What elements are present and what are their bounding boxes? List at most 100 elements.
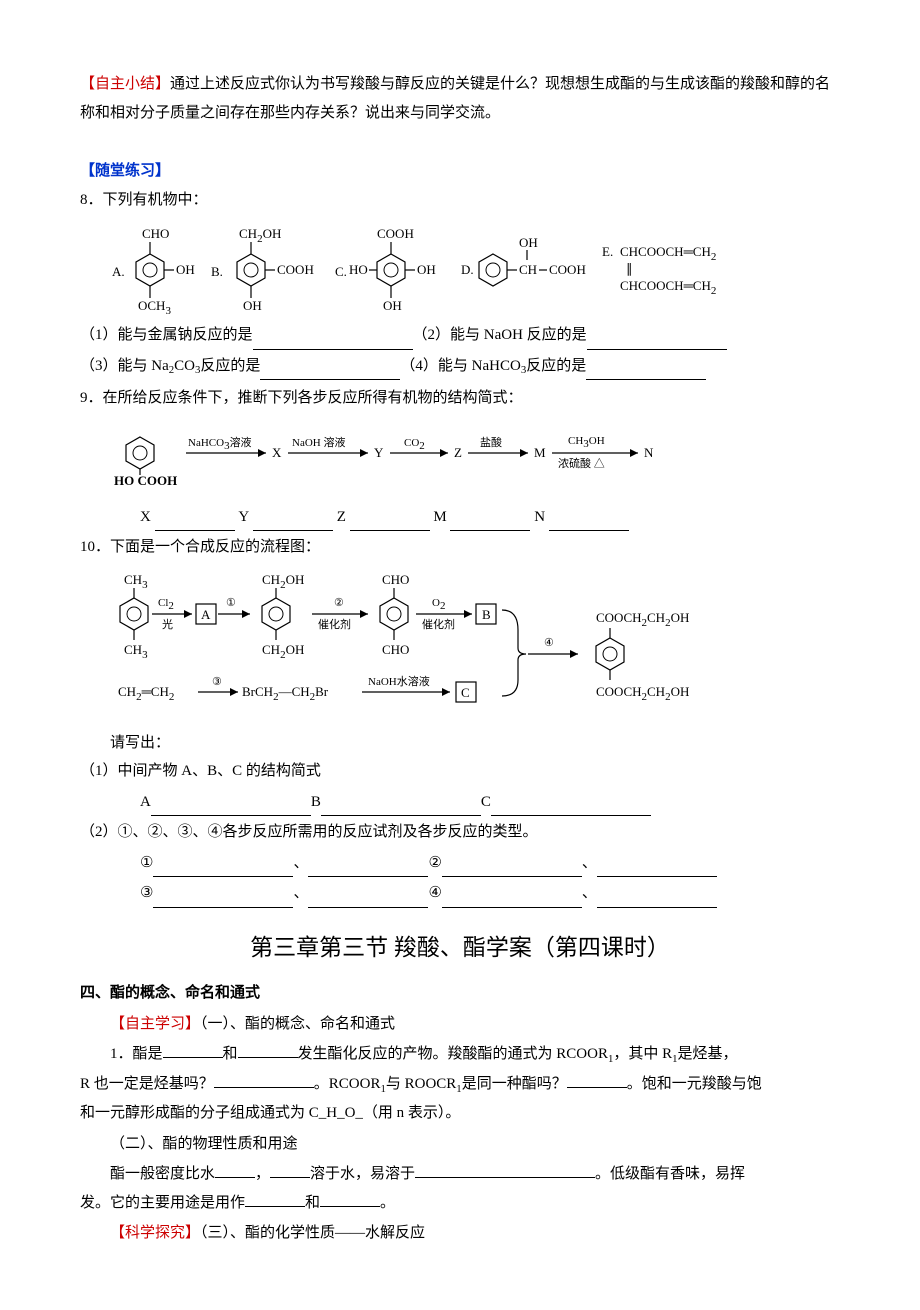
- t2b: 。RCOOR: [314, 1076, 381, 1092]
- svg-text:X: X: [272, 445, 282, 460]
- svg-text:COOH: COOH: [277, 262, 314, 277]
- sec4-phys-text: 酯一般密度比水，溶于水，易溶于。低级酯有香味，易挥: [80, 1160, 840, 1189]
- sci-label: 【科学探究】: [110, 1225, 200, 1241]
- q10-n4: ④: [428, 879, 441, 908]
- summary-label: 【自主小结】: [80, 76, 170, 92]
- svg-text:COOCH2CH2OH: COOCH2CH2OH: [596, 610, 689, 629]
- practice-title: 【随堂练习】: [80, 157, 840, 186]
- q8-p2ra: （4）能与 NaHCO: [400, 352, 520, 381]
- svg-text:B: B: [482, 607, 491, 622]
- q8-optB: CH2OH COOH OH B.: [209, 220, 329, 315]
- sec4-heading: 四、酯的概念、命名和通式: [80, 979, 840, 1008]
- svg-text:E.: E.: [602, 244, 613, 259]
- sec4-selfstudy: 【自主学习】（一）、酯的概念、命名和通式: [80, 1010, 840, 1039]
- svg-text:CHO: CHO: [382, 642, 409, 657]
- sec4-sci: 【科学探究】（三）、酯的化学性质——水解反应: [80, 1219, 840, 1248]
- q9-stem: 9．在所给反应条件下，推断下列各步反应所得有机物的结构简式：: [80, 384, 840, 413]
- q10-ansB: B: [311, 788, 321, 817]
- svg-text:N: N: [644, 445, 654, 460]
- sec4-sub1: （一）、酯的概念、命名和通式: [200, 1016, 395, 1032]
- svg-text:NaHCO3溶液: NaHCO3溶液: [188, 435, 252, 452]
- svg-text:①: ①: [226, 597, 236, 609]
- q9-z: Z: [337, 503, 346, 532]
- svg-text:C.: C.: [335, 264, 347, 279]
- pand: 和: [305, 1195, 320, 1211]
- svg-text:OH: OH: [417, 262, 436, 277]
- q10-p1-blanks: A B C: [80, 788, 840, 817]
- q8-optD: CH OH COOH D.: [461, 230, 596, 305]
- t1b: 和: [223, 1046, 238, 1062]
- q8-optC: COOH HO OH OH C.: [335, 220, 455, 315]
- svg-text:OH: OH: [383, 298, 402, 313]
- svg-text:Cl2: Cl2: [158, 597, 174, 612]
- sec4-text3: 和一元醇形成酯的分子组成通式为 C_H_O_（用 n 表示）。: [80, 1099, 840, 1128]
- q10-p2-line2: ③、 ④、: [80, 879, 840, 908]
- pc: 溶于水，易溶于: [310, 1166, 415, 1182]
- pb: ，: [255, 1166, 270, 1182]
- q8-stem: 8．下列有机物中：: [80, 186, 840, 215]
- q10-scheme: CH3 CH3 Cl2 光 A ① CH2OH CH2OH ② 催化剂: [100, 568, 840, 723]
- svg-text:OH: OH: [519, 235, 538, 250]
- svg-text:NaOH 溶液: NaOH 溶液: [292, 435, 345, 449]
- sci-title: （三）、酯的化学性质——水解反应: [200, 1225, 425, 1241]
- svg-text:CH3: CH3: [124, 642, 148, 661]
- svg-text:CH2OH: CH2OH: [262, 572, 304, 591]
- q9-answer-line: X Y Z M N: [80, 503, 840, 532]
- pa: 酯一般密度比水: [110, 1166, 215, 1182]
- pe: 发。它的主要用途是用作: [80, 1195, 245, 1211]
- svg-text:OH: OH: [176, 262, 195, 277]
- svg-text:盐酸: 盐酸: [480, 435, 502, 449]
- svg-text:CHCOOCH═CH2: CHCOOCH═CH2: [620, 244, 716, 263]
- summary-block: 【自主小结】通过上述反应式你认为书写羧酸与醇反应的关键是什么？现想想生成酯的与生…: [80, 70, 840, 127]
- sec4-phys-title: （二）、酯的物理性质和用途: [80, 1130, 840, 1159]
- q10-n3: ③: [140, 879, 153, 908]
- svg-text:CH2OH: CH2OH: [262, 642, 304, 661]
- t2c: 与 ROOCR: [386, 1076, 456, 1092]
- q10-p1: （1）中间产物 A、B、C 的结构简式: [80, 757, 840, 786]
- svg-text:CH2OH: CH2OH: [239, 226, 281, 245]
- q8-co: CO: [174, 352, 195, 381]
- svg-text:CH3: CH3: [124, 572, 148, 591]
- q10-p2-line1: ①、 ②、: [80, 849, 840, 878]
- q8-lc: 反应的是: [200, 352, 260, 381]
- t1c: 发生酯化反应的产物。羧酸酯的通式为 RCOOR: [298, 1046, 608, 1062]
- svg-text:D.: D.: [461, 262, 474, 277]
- sep3: 、: [293, 879, 308, 908]
- svg-text:HO COOH: HO COOH: [114, 473, 177, 488]
- svg-text:光: 光: [162, 617, 173, 631]
- svg-text:Z: Z: [454, 445, 462, 460]
- svg-text:A: A: [201, 607, 211, 622]
- svg-text:HO: HO: [349, 262, 368, 277]
- sep2: 、: [582, 849, 597, 878]
- t2a: R 也一定是烃基吗？: [80, 1076, 214, 1092]
- svg-text:∥: ∥: [626, 261, 633, 276]
- sec4-phys-text2: 发。它的主要用途是用作 和 。: [80, 1189, 840, 1218]
- svg-text:催化剂: 催化剂: [422, 617, 455, 631]
- q9-y: Y: [238, 503, 249, 532]
- summary-text: 通过上述反应式你认为书写羧酸与醇反应的关键是什么？现想想生成酯的与生成该酯的羧酸…: [80, 76, 830, 121]
- t2e: 。饱和一元羧酸与饱: [627, 1076, 762, 1092]
- t2d: 是同一种酯吗？: [462, 1076, 567, 1092]
- q8-line12: （1）能与金属钠反应的是 （2）能与 NaOH 反应的是: [80, 321, 840, 350]
- svg-text:BrCH2—CH2Br: BrCH2—CH2Br: [242, 684, 329, 703]
- svg-text:②: ②: [334, 597, 344, 609]
- q8-p1r: （2）能与 NaOH 反应的是: [413, 321, 587, 350]
- svg-text:CH2═CH2: CH2═CH2: [118, 684, 174, 703]
- pend: 。: [380, 1195, 395, 1211]
- q8-optE: E. CHCOOCH═CH2 ∥ CHCOOCH═CH2: [602, 230, 787, 305]
- svg-text:浓硫酸 △: 浓硫酸 △: [558, 456, 605, 470]
- q8-line34: （3）能与 Na2CO3反应的是 （4）能与 NaHCO3反应的是: [80, 352, 840, 381]
- q8-p2la: （3）能与 Na: [80, 352, 169, 381]
- svg-text:CHO: CHO: [142, 226, 169, 241]
- svg-text:③: ③: [212, 676, 222, 688]
- svg-text:CHO: CHO: [382, 572, 409, 587]
- svg-text:催化剂: 催化剂: [318, 617, 351, 631]
- svg-text:OCH3: OCH3: [138, 298, 171, 315]
- chapter-title: 第三章第三节 羧酸、酯学案（第四课时）: [80, 926, 840, 970]
- q10-ansA: A: [140, 788, 151, 817]
- sec4-text1: 1．酯是和发生酯化反应的产物。羧酸酯的通式为 RCOOR1，其中 R1是烃基，: [80, 1040, 840, 1070]
- svg-text:NaOH水溶液: NaOH水溶液: [368, 674, 430, 688]
- t1d: ，其中 R: [613, 1046, 672, 1062]
- svg-text:C: C: [461, 685, 470, 700]
- svg-text:④: ④: [544, 637, 554, 649]
